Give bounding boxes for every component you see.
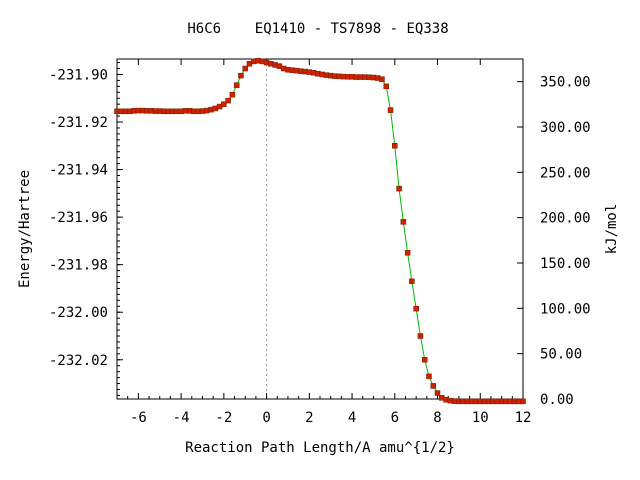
y2-tick-label: 200.00	[540, 211, 591, 227]
y-tick-labels: -231.90 -231.92 -231.94 -231.96 -231.98 -232.…	[49, 67, 108, 368]
data-point	[229, 91, 236, 98]
data-point	[434, 390, 441, 396]
x-tick-label: 4	[348, 410, 356, 426]
x-tick-label: 10	[472, 410, 489, 426]
data-point	[520, 398, 526, 405]
y2-axis-label: kJ/mol	[604, 204, 620, 255]
data-point	[421, 357, 428, 363]
y2-tick-label: 0.00	[540, 392, 574, 408]
data-point	[242, 65, 248, 72]
y-tick-label: -231.90	[49, 67, 108, 83]
data-point	[409, 278, 415, 285]
data-point	[426, 373, 432, 380]
data-point	[413, 305, 419, 312]
y2-tick-label: 300.00	[540, 120, 591, 136]
x-tick-label: 2	[305, 410, 313, 426]
y2-tick-label: 150.00	[540, 256, 591, 272]
x-tick-label: 0	[262, 410, 270, 426]
data-point	[387, 107, 394, 113]
y2-tick-label: 100.00	[540, 301, 591, 317]
x-tick-label: 6	[391, 410, 399, 426]
series-energy-group	[114, 57, 526, 405]
y-tick-label: -231.96	[49, 210, 108, 226]
data-point	[430, 383, 436, 389]
y-tick-label: -232.02	[49, 353, 108, 369]
x-tick-labels: -6 -4 -2 0 2 4 6 8 10 12	[130, 410, 531, 426]
chart-title: H6C6 EQ1410 - TS7898 - EQ338	[187, 21, 448, 37]
x-axis-label: Reaction Path Length/A amu^{1/2}	[185, 440, 455, 456]
data-point	[379, 76, 385, 82]
x-tick-label: 8	[433, 410, 441, 426]
y2-tick-label: 350.00	[540, 75, 591, 91]
data-point	[233, 82, 240, 88]
x-tick-label: -6	[130, 410, 147, 426]
y-tick-label: -231.94	[49, 163, 108, 179]
data-point	[221, 101, 227, 107]
y-tick-label: -231.92	[49, 115, 108, 131]
data-point	[396, 185, 402, 192]
y-tick-label: -232.00	[49, 305, 108, 321]
y2-tick-labels: 350.00 300.00 250.00 200.00 150.00 100.00 50.0…	[540, 75, 591, 408]
y-axis-label: Energy/Hartree	[17, 170, 33, 288]
data-point	[225, 97, 231, 104]
x-tick-label: 12	[515, 410, 532, 426]
y2-tick-label: 50.00	[540, 347, 582, 363]
data-point	[392, 143, 398, 149]
x-tick-label: -4	[173, 410, 190, 426]
y-tick-label: -231.98	[49, 258, 108, 274]
x-tick-label: -2	[215, 410, 232, 426]
data-point	[400, 219, 407, 225]
data-point	[404, 250, 411, 256]
data-point	[238, 72, 244, 79]
axis-ticks	[116, 59, 524, 400]
y2-tick-label: 250.00	[540, 165, 591, 181]
data-point	[417, 333, 424, 339]
data-point	[383, 83, 389, 90]
